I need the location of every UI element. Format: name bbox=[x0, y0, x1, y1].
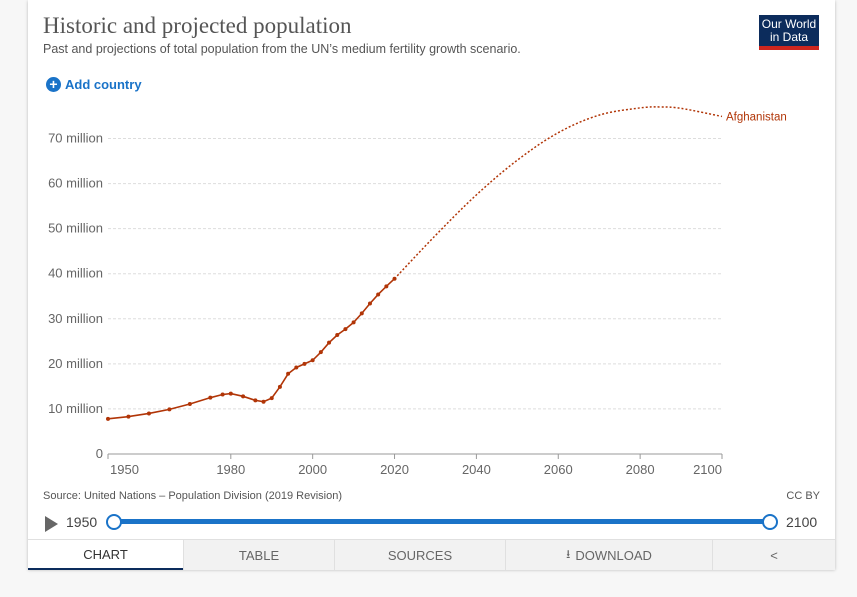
data-point bbox=[146, 411, 151, 416]
tab-chart-label: CHART bbox=[83, 546, 128, 562]
data-point bbox=[343, 327, 348, 332]
logo-line-2: in Data bbox=[769, 30, 809, 44]
data-point bbox=[253, 398, 258, 403]
data-point bbox=[269, 396, 274, 401]
tab-chart[interactable]: CHART bbox=[28, 540, 183, 570]
timeline-end-year: 2100 bbox=[786, 514, 818, 530]
share-icon: < bbox=[770, 547, 778, 563]
data-point bbox=[187, 401, 192, 406]
y-tick-label: 0 bbox=[96, 446, 103, 461]
data-point bbox=[106, 416, 110, 421]
x-tick-label: 1980 bbox=[216, 462, 245, 477]
chart-card: Historic and projected population Past a… bbox=[28, 0, 835, 570]
y-tick-label: 70 million bbox=[48, 131, 103, 146]
owid-logo[interactable]: Our World in Data bbox=[759, 15, 819, 50]
source-note: Source: United Nations – Population Divi… bbox=[43, 490, 342, 502]
y-tick-label: 40 million bbox=[48, 266, 103, 281]
data-point bbox=[302, 361, 307, 366]
data-point bbox=[376, 292, 381, 297]
data-point bbox=[327, 340, 332, 345]
logo-line-1: Our World bbox=[761, 17, 817, 31]
timeline: 1950 2100 bbox=[28, 506, 835, 538]
line-chart: 0 10 million 20 million 30 million 40 millio… bbox=[48, 106, 787, 477]
play-icon[interactable] bbox=[45, 516, 58, 532]
y-tick-label: 30 million bbox=[48, 311, 103, 326]
data-point bbox=[277, 384, 282, 389]
data-point bbox=[318, 350, 323, 355]
timeline-start-year: 1950 bbox=[66, 514, 98, 530]
data-point bbox=[359, 311, 364, 316]
download-icon: ⭳ bbox=[566, 546, 571, 561]
x-tick-label: 1950 bbox=[110, 462, 139, 477]
tab-bar: CHART TABLE SOURCES ⭳ DOWNLOAD < bbox=[28, 539, 835, 570]
add-country-label: Add country bbox=[65, 76, 142, 92]
series-line-historic bbox=[107, 278, 396, 420]
y-tick-label: 60 million bbox=[48, 176, 103, 191]
data-point bbox=[367, 301, 372, 306]
series-label-afghanistan: Afghanistan bbox=[726, 111, 787, 123]
tab-download-label: DOWNLOAD bbox=[575, 547, 652, 563]
plus-circle-icon: + bbox=[46, 76, 61, 92]
x-tick-label: 2020 bbox=[380, 462, 409, 477]
data-point bbox=[228, 391, 233, 396]
timeline-track[interactable] bbox=[114, 519, 770, 524]
add-country-button[interactable]: + Add country bbox=[46, 75, 142, 93]
data-point bbox=[286, 371, 291, 376]
tab-table-label: TABLE bbox=[238, 547, 280, 563]
data-point bbox=[126, 414, 131, 419]
chart-title: Historic and projected population bbox=[43, 13, 352, 38]
x-tick-label: 2060 bbox=[544, 462, 573, 477]
tab-table[interactable]: TABLE bbox=[183, 540, 334, 570]
data-point bbox=[241, 394, 246, 399]
tab-sources[interactable]: SOURCES bbox=[334, 540, 505, 570]
share-button[interactable]: < bbox=[712, 540, 835, 570]
timeline-end-handle[interactable] bbox=[762, 514, 778, 530]
x-tick-label: 2040 bbox=[462, 462, 491, 477]
x-tick-label: 2080 bbox=[626, 462, 655, 477]
data-point bbox=[335, 333, 340, 338]
tab-download[interactable]: ⭳ DOWNLOAD bbox=[505, 540, 712, 570]
y-tick-label: 20 million bbox=[48, 356, 103, 371]
tab-sources-label: SOURCES bbox=[387, 547, 453, 563]
x-tick-label: 2100 bbox=[693, 462, 722, 477]
x-tick-label: 2000 bbox=[298, 462, 327, 477]
series-line-projection bbox=[393, 106, 723, 280]
timeline-start-handle[interactable] bbox=[106, 514, 122, 530]
data-point bbox=[384, 284, 389, 289]
data-point bbox=[208, 395, 213, 400]
y-tick-label: 10 million bbox=[48, 401, 103, 416]
y-tick-label: 50 million bbox=[48, 221, 103, 236]
data-point bbox=[220, 392, 225, 397]
data-point bbox=[261, 399, 266, 404]
data-point bbox=[310, 358, 315, 363]
data-point bbox=[351, 320, 356, 325]
license-link[interactable]: CC BY bbox=[786, 490, 820, 502]
data-point bbox=[294, 365, 299, 370]
data-point bbox=[167, 407, 172, 412]
chart-subtitle: Past and projections of total population… bbox=[43, 42, 521, 56]
